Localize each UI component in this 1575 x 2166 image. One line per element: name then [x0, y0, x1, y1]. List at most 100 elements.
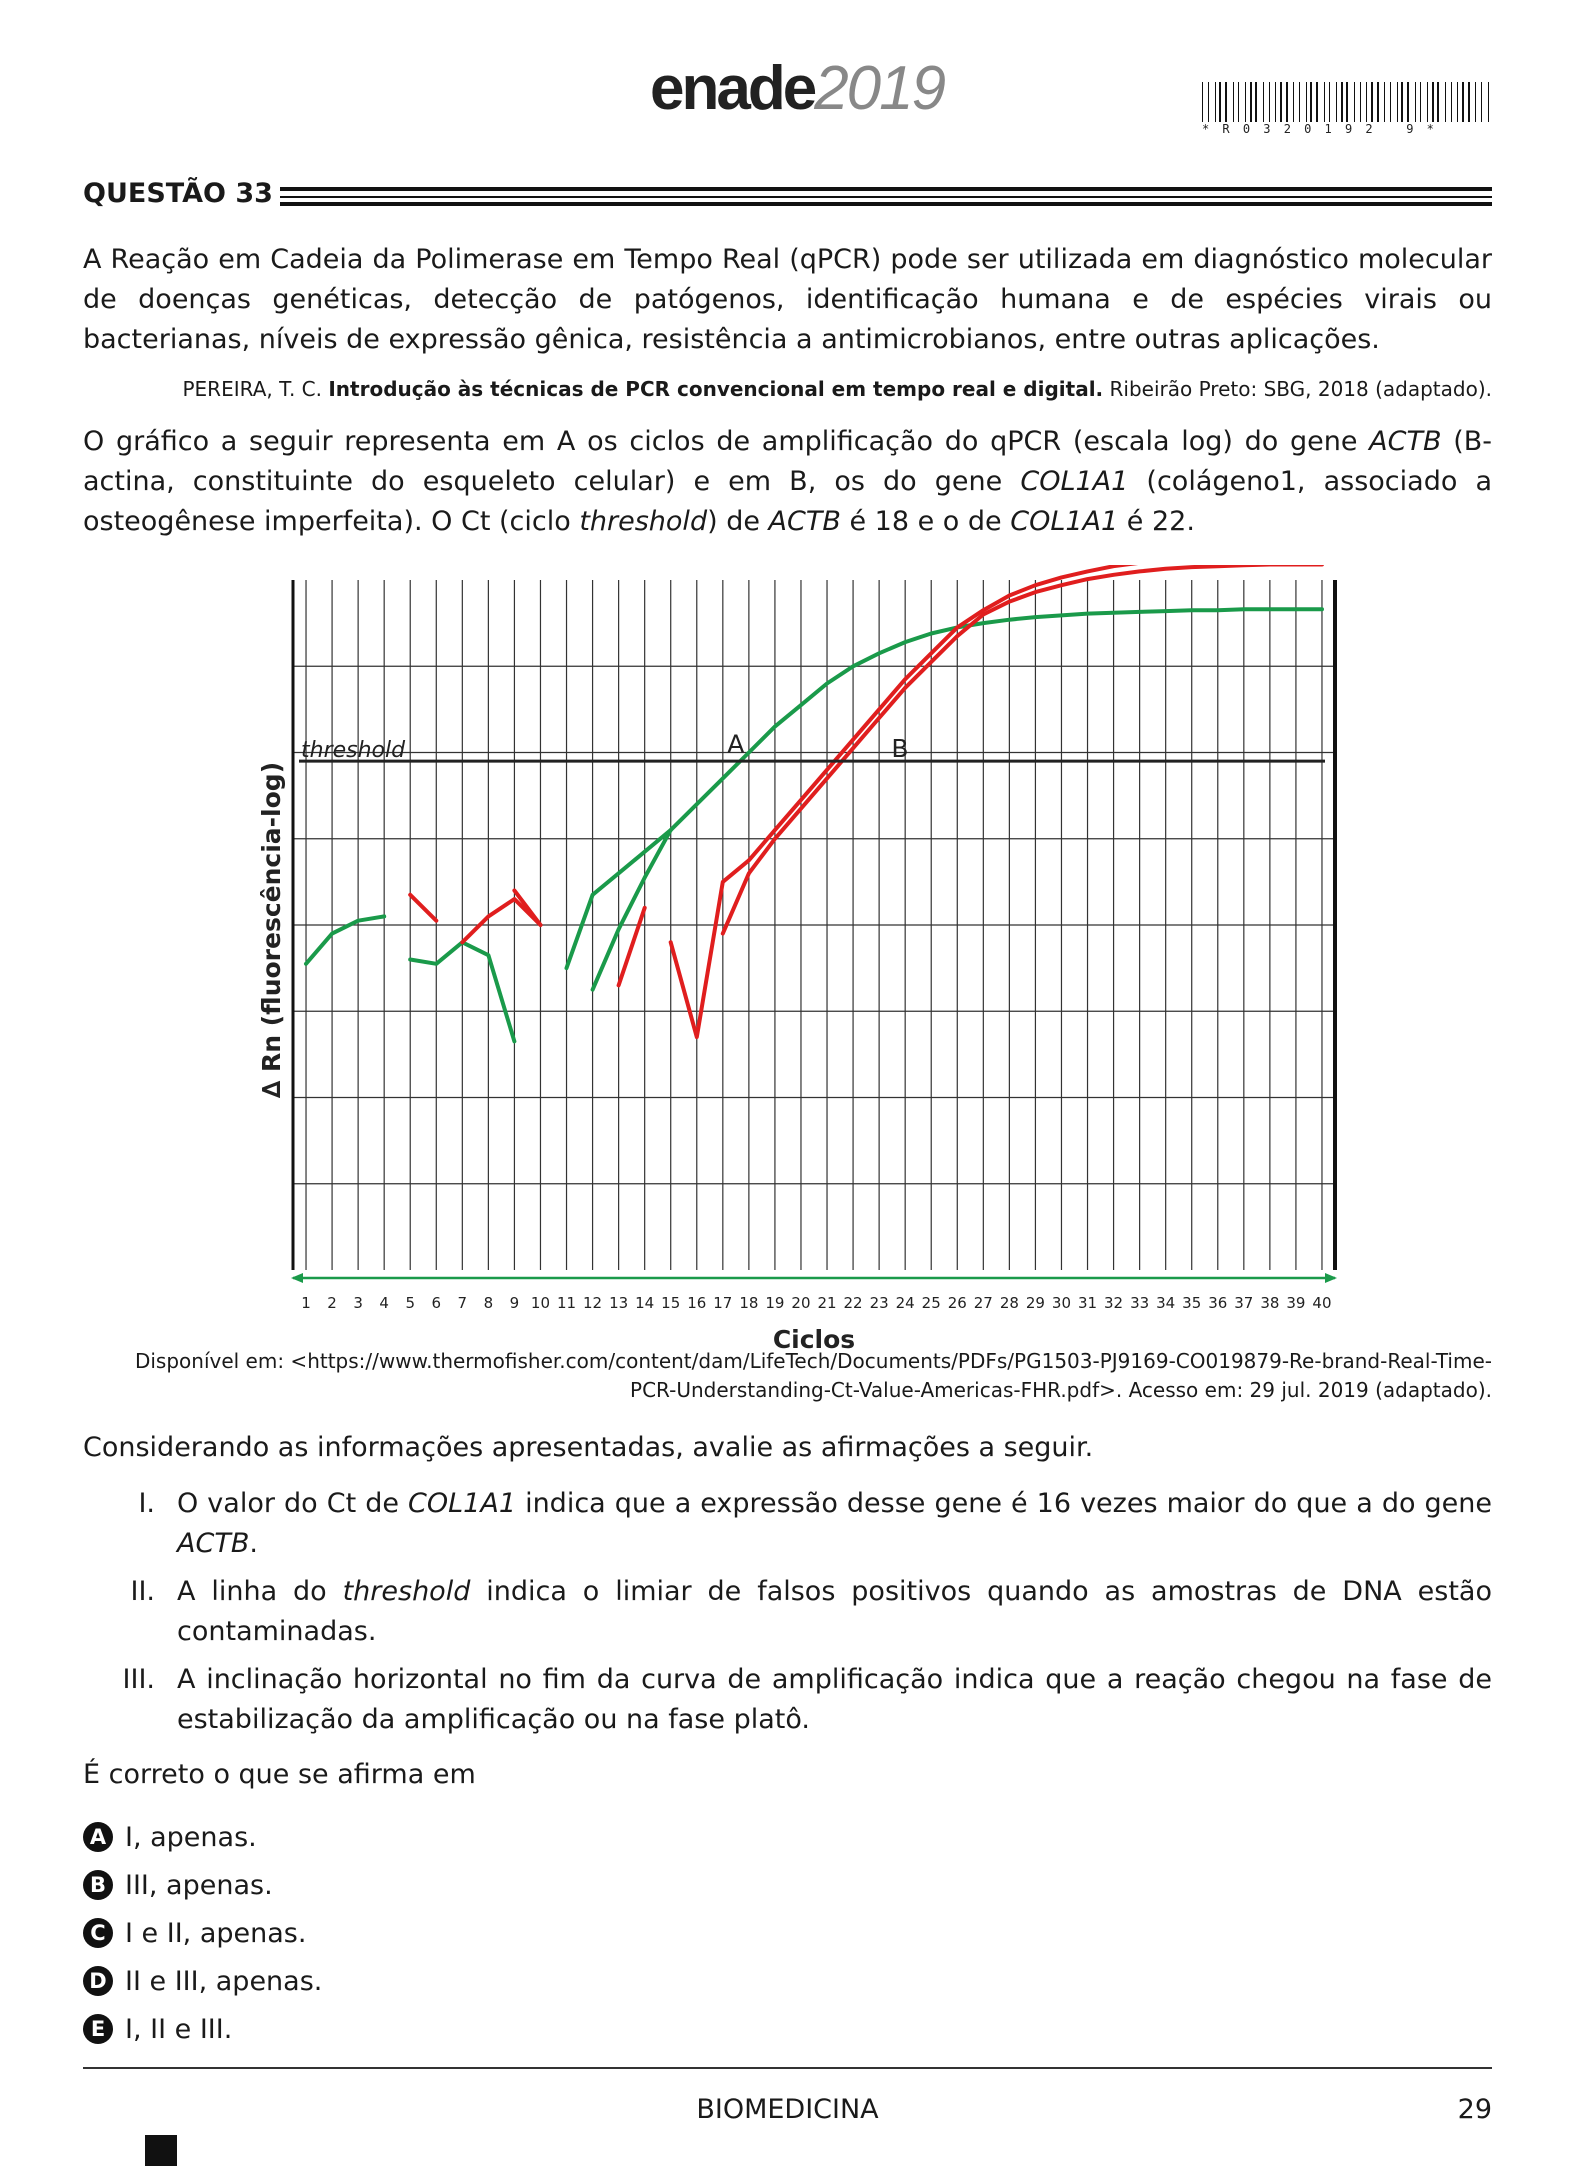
option-e[interactable]: E I, II e III.: [83, 2010, 232, 2050]
series-B-line: [720, 565, 1324, 936]
x-tick-label: 5: [405, 1294, 415, 1312]
citation: PEREIRA, T. C. Introdução às técnicas de…: [83, 375, 1492, 403]
x-tick-label: 12: [583, 1294, 602, 1312]
series-B-line: [460, 897, 543, 945]
x-tick-label: 4: [379, 1294, 389, 1312]
x-tick-label: 10: [531, 1294, 550, 1312]
x-tick-label: 28: [1000, 1294, 1019, 1312]
statement-1: I. O valor do Ct de COL1A1 indica que a …: [83, 1484, 1492, 1564]
x-tick-label: 39: [1286, 1294, 1305, 1312]
x-axis-arrow-right: [1325, 1273, 1337, 1283]
ask: É correto o que se afirma em: [83, 1759, 476, 1790]
gene-col1a1: COL1A1: [1020, 466, 1129, 497]
option-text: I, II e III.: [125, 2014, 233, 2045]
y-axis-label: ∆ Rn (fluorescência-log): [257, 762, 286, 1098]
x-tick-label: 21: [817, 1294, 836, 1312]
statement-number: III.: [122, 1664, 155, 1695]
x-tick-label: 1: [301, 1294, 311, 1312]
option-letter: E: [83, 2014, 113, 2044]
option-text: I, apenas.: [125, 1822, 257, 1853]
statement-3: III. A inclinação horizontal no fim da c…: [83, 1660, 1492, 1740]
option-letter: D: [83, 1966, 113, 1996]
citation-author: PEREIRA, T. C.: [182, 377, 329, 401]
option-letter: B: [83, 1870, 113, 1900]
x-axis-label: Ciclos: [773, 1325, 855, 1354]
source-line-1: Disponível em: <https://www.thermofisher…: [134, 1349, 1492, 1373]
x-tick-label: 7: [458, 1294, 468, 1312]
statement-text: A inclinação horizontal no fim da curva …: [177, 1664, 1492, 1735]
x-tick-label: 26: [948, 1294, 967, 1312]
series-B-line: [512, 888, 543, 927]
series-B-line: [408, 892, 439, 923]
title-rule-mid: [280, 196, 1492, 198]
footer-subject: BIOMEDICINA: [696, 2094, 879, 2125]
statement-text: A linha do threshold indica o limiar de …: [177, 1576, 1492, 1647]
source-line-2: PCR-Understanding-Ct-Value-Americas-FHR.…: [630, 1378, 1492, 1402]
title-rule-bottom: [280, 202, 1492, 206]
x-tick-label: 32: [1104, 1294, 1123, 1312]
x-tick-label: 16: [687, 1294, 706, 1312]
title-rule-top: [280, 187, 1492, 191]
option-a[interactable]: A I, apenas.: [83, 1818, 257, 1858]
option-text: III, apenas.: [125, 1870, 273, 1901]
x-tick-label: 20: [791, 1294, 810, 1312]
x-tick-label: 35: [1182, 1294, 1201, 1312]
series-A-line: [590, 828, 673, 992]
prompt: Considerando as informações apresentadas…: [83, 1432, 1094, 1463]
x-tick-label: 31: [1078, 1294, 1097, 1312]
option-text: I e II, apenas.: [125, 1918, 307, 1949]
statement-number: I.: [138, 1488, 155, 1519]
x-tick-label: 2: [327, 1294, 337, 1312]
option-d[interactable]: D II e III, apenas.: [83, 1962, 322, 2002]
x-tick-label: 40: [1312, 1294, 1331, 1312]
x-tick-label: 36: [1208, 1294, 1227, 1312]
x-tick-label: 17: [713, 1294, 732, 1312]
option-letter: A: [83, 1822, 113, 1852]
statement-number: II.: [130, 1576, 155, 1607]
x-tick-label: 37: [1234, 1294, 1253, 1312]
x-tick-label: 27: [974, 1294, 993, 1312]
option-c[interactable]: C I e II, apenas.: [83, 1914, 306, 1954]
x-tick-label: 22: [844, 1294, 863, 1312]
x-tick-label: 38: [1260, 1294, 1279, 1312]
x-tick-label: 25: [922, 1294, 941, 1312]
x-tick-label: 33: [1130, 1294, 1149, 1312]
enade-logo: enade2019: [650, 58, 946, 120]
logo-word: enade: [650, 54, 817, 123]
option-b[interactable]: B III, apenas.: [83, 1866, 273, 1906]
series-A-line: [564, 607, 1324, 971]
threshold-label: threshold: [301, 738, 406, 763]
series-B-line: [616, 905, 647, 988]
x-tick-label: 6: [432, 1294, 442, 1312]
x-tick-label: 3: [353, 1294, 363, 1312]
citation-rest: Ribeirão Preto: SBG, 2018 (adaptado).: [1103, 377, 1493, 401]
graph-description: O gráfico a seguir representa em A os ci…: [83, 426, 1493, 537]
x-axis-arrow-left: [291, 1273, 303, 1283]
barcode-text: *R0320192 9*: [1202, 122, 1448, 136]
barcode-image: [1202, 82, 1489, 122]
option-letter: C: [83, 1918, 113, 1948]
x-tick-label: 11: [557, 1294, 576, 1312]
citation-title: Introdução às técnicas de PCR convencion…: [328, 377, 1104, 401]
x-tick-label: 13: [609, 1294, 628, 1312]
x-tick-label: 24: [896, 1294, 915, 1312]
x-tick-label: 15: [661, 1294, 680, 1312]
logo-year: 2019: [814, 54, 946, 123]
statement-2: II. A linha do threshold indica o limiar…: [83, 1572, 1492, 1652]
x-tick-label: 14: [635, 1294, 654, 1312]
series-B-line: [668, 565, 1139, 1040]
x-tick-label: 29: [1026, 1294, 1045, 1312]
x-tick-label: 18: [739, 1294, 758, 1312]
page-number: 29: [1457, 2094, 1492, 2125]
x-tick-label: 9: [510, 1294, 520, 1312]
curve-label-B: B: [891, 734, 908, 763]
question-title: QUESTÃO 33: [83, 178, 273, 209]
gene-actb: ACTB: [1369, 426, 1442, 457]
qpcr-chart: 1 2 3 4 5 6 7 8 9 10 11 12 13 14 15 16 17 18 19 20 21 22 23 24 2…: [257, 565, 1337, 1354]
x-tick-label: 8: [484, 1294, 494, 1312]
footer-rule: [83, 2067, 1492, 2069]
x-tick-label: 34: [1156, 1294, 1175, 1312]
series-A-line: [304, 914, 387, 966]
statement-text: O valor do Ct de COL1A1 indica que a exp…: [177, 1488, 1493, 1559]
x-tick-label: 19: [765, 1294, 784, 1312]
